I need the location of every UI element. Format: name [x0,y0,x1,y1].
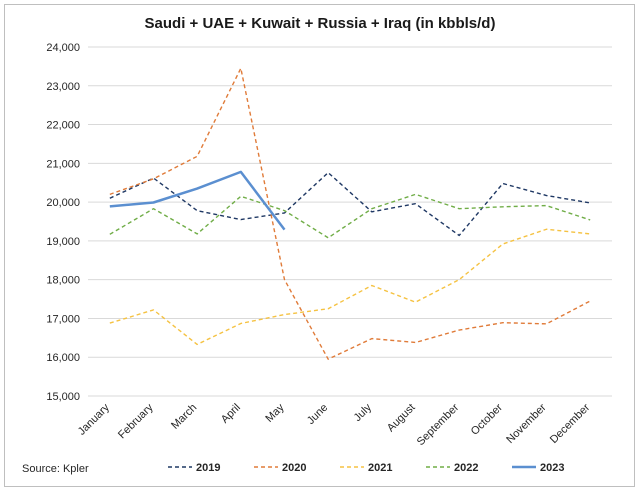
source-note: Source: Kpler [22,463,89,475]
x-tick-label: May [263,401,287,425]
series-line-2021 [109,228,591,346]
legend-label-2020: 2020 [282,462,306,474]
chart-frame [4,4,635,487]
legend-label-2022: 2022 [454,462,478,474]
x-tick-label: November [504,401,549,446]
y-tick-label: 17,000 [46,313,80,325]
gridlines [88,46,612,397]
x-tick-label: July [352,401,375,424]
series-line-2023 [109,170,286,231]
x-tick-label: February [116,401,156,441]
y-tick-label: 22,000 [46,120,80,132]
x-tick-label: September [415,401,462,448]
legend-label-2019: 2019 [196,462,220,474]
x-tick-label: January [76,401,113,438]
series-line-2020 [109,67,591,360]
series-lines [109,67,591,360]
series-line-2022 [109,193,591,239]
y-tick-label: 19,000 [46,236,80,248]
y-tick-label: 16,000 [46,352,80,364]
x-tick-label: August [385,402,418,435]
y-tick-label: 21,000 [46,158,80,170]
x-tick-label: October [469,401,505,437]
y-tick-label: 20,000 [46,197,80,209]
series-line-2019 [109,171,591,237]
legend-label-2023: 2023 [540,462,564,474]
y-tick-label: 15,000 [46,391,80,403]
x-axis-ticks: January February March April May June July Augu… [76,401,593,448]
x-tick-label: April [219,402,243,426]
y-axis-ticks: 15,000 16,000 17,000 18,000 19,000 20,000 21,0… [46,42,80,403]
y-tick-label: 18,000 [46,275,80,287]
legend: 2019 2020 2021 2022 2023 [168,462,564,474]
x-tick-label: March [169,402,199,432]
legend-label-2021: 2021 [368,462,392,474]
y-tick-label: 24,000 [46,42,80,54]
chart-title: Saudi + UAE + Kuwait + Russia + Iraq (in… [145,15,496,32]
x-tick-label: June [305,402,330,427]
x-tick-label: December [548,401,593,446]
y-tick-label: 23,000 [46,81,80,93]
